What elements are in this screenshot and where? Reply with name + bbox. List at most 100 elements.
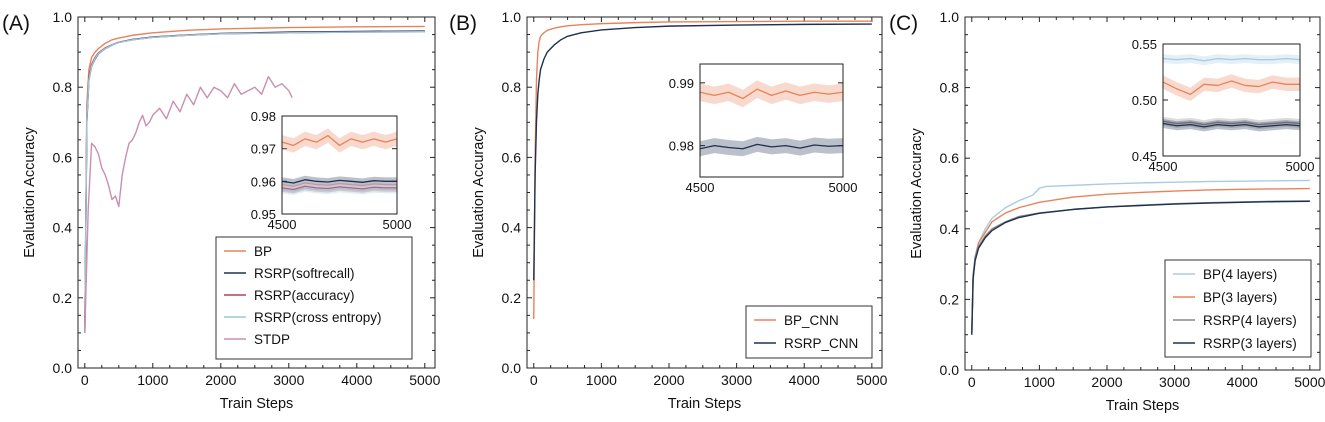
y-tick-label: 0.8 (940, 80, 960, 96)
x-tick-label: 1000 (586, 372, 617, 388)
y-tick-label: 0.8 (502, 79, 522, 95)
y-tick-label: 0.0 (502, 360, 522, 376)
inset-band-BP(3 layers) (1163, 74, 1300, 102)
x-tick-label: 2000 (653, 372, 684, 388)
series-line-RSRP_CNN (533, 23, 872, 281)
x-tick-label: 3000 (1159, 374, 1190, 390)
x-tick-label: 4000 (1227, 374, 1258, 390)
legend-box (215, 236, 413, 360)
inset-axes: 4500 5000 0.45 0.50 0.55 (1132, 37, 1315, 174)
x-axis-label: Train Steps (668, 396, 742, 412)
y-tick-label: 0.4 (502, 220, 522, 236)
inset-y-tick-label: 0.97 (251, 142, 276, 157)
inset-band-RSRP(softrecall) (282, 175, 397, 187)
series-line-RSRP(3 layers) (971, 200, 1310, 335)
legend: BP(4 layers) BP(3 layers) RSRP(4 layers) RS… (1164, 259, 1312, 358)
x-tick-label: 3000 (721, 372, 752, 388)
inset-series-line-BP_CNN (700, 88, 843, 100)
legend-label: BP (254, 244, 272, 259)
legend: BP_CNN RSRP_CNN (745, 305, 873, 359)
series-line-BP_CNN (533, 20, 872, 319)
inset-band-RSRP(cross entropy) (282, 183, 397, 196)
inset-y-tick-label: 0.55 (1132, 37, 1157, 52)
x-tick-label: 1000 (1024, 374, 1055, 390)
inset-series-line-RSRP(softrecall) (282, 179, 397, 184)
legend-label: BP(3 layers) (1203, 290, 1277, 305)
y-tick-label: 1.0 (502, 9, 522, 25)
inset-y-tick-label: 0.99 (669, 76, 694, 91)
y-tick-label: 0.0 (53, 360, 73, 376)
panel-label: (A) (2, 12, 30, 35)
y-axis-label: Evaluation Accuracy (909, 127, 925, 258)
panel-a: (A) 0 1000 2000 3000 4000 5000 0.0 0.2 0.4 0.6 0.8 1… (2, 9, 441, 412)
y-tick-label: 0.6 (53, 149, 73, 165)
legend-box (745, 305, 873, 359)
inset-band-BP_CNN (700, 80, 843, 108)
inset-axes: 4500 5000 0.95 0.96 0.97 0.98 (251, 109, 412, 232)
x-tick-label: 5000 (856, 372, 887, 388)
inset-x-tick-label: 4500 (268, 217, 297, 232)
legend-label: BP(4 layers) (1203, 267, 1277, 282)
inset-background (1163, 44, 1300, 156)
legend-box (1164, 259, 1312, 358)
x-axis-label: Train Steps (1106, 398, 1180, 414)
series-line-STDP (84, 75, 293, 333)
inset-x-tick-label: 4500 (1149, 159, 1178, 174)
y-tick-label: 1.0 (53, 9, 73, 25)
inset-series-line-RSRP(accuracy) (282, 185, 397, 191)
x-tick-label: 2000 (1091, 374, 1122, 390)
y-axis-label: Evaluation Accuracy (22, 126, 38, 257)
panel-label: (C) (889, 12, 918, 35)
y-tick-label: 0.4 (53, 220, 73, 236)
inset-series-line-BP(4 layers) (1163, 57, 1300, 62)
x-tick-label: 4000 (789, 372, 820, 388)
x-tick-label: 1000 (137, 372, 168, 388)
x-tick-label: 5000 (1294, 374, 1325, 390)
series-line-RSRP(cross entropy) (84, 31, 425, 333)
x-tick-label: 2000 (205, 372, 236, 388)
legend-label: RSRP(3 layers) (1203, 336, 1297, 351)
legend-label: RSRP(4 layers) (1203, 313, 1297, 328)
y-tick-label: 1.0 (940, 9, 960, 25)
y-tick-label: 0.0 (940, 362, 960, 378)
inset-x-tick-label: 5000 (829, 180, 858, 195)
legend-label: BP_CNN (784, 313, 839, 328)
series-line-BP (84, 25, 425, 333)
series-line-BP(3 layers) (971, 187, 1310, 335)
inset-band-RSRP(accuracy) (282, 182, 397, 194)
x-tick-label: 0 (81, 372, 89, 388)
legend: BP RSRP(softrecall) RSRP(accuracy) RSRP(cro… (215, 236, 413, 360)
y-tick-label: 0.6 (940, 150, 960, 166)
inset-y-tick-label: 0.45 (1132, 149, 1157, 164)
panel-label: (B) (449, 12, 477, 35)
legend-label: RSRP(cross entropy) (254, 310, 382, 325)
inset-background (282, 116, 397, 214)
inset-axes: 4500 5000 0.98 0.99 (669, 63, 858, 195)
y-tick-label: 0.2 (53, 290, 73, 306)
y-tick-label: 0.6 (502, 149, 522, 165)
inset-x-tick-label: 5000 (383, 217, 412, 232)
inset-y-tick-label: 0.98 (251, 109, 276, 124)
legend-label: STDP (254, 332, 290, 347)
inset-y-tick-label: 0.50 (1132, 93, 1157, 108)
legend-label: RSRP_CNN (784, 336, 858, 351)
inset-x-tick-label: 4500 (686, 180, 715, 195)
inset-series-line-BP(3 layers) (1163, 80, 1300, 96)
legend-label: RSRP(softrecall) (254, 266, 355, 281)
x-tick-label: 0 (968, 374, 976, 390)
inset-series-line-RSRP(3 layers) (1163, 122, 1300, 128)
inset-band-BP (282, 128, 397, 153)
inset-series-line-RSRP(4 layers) (1163, 120, 1300, 126)
inset-frame (1162, 43, 1301, 157)
inset-y-tick-label: 0.95 (251, 207, 276, 222)
x-tick-label: 0 (530, 372, 538, 388)
legend-label: RSRP(accuracy) (254, 288, 355, 303)
x-tick-label: 5000 (409, 372, 440, 388)
y-tick-label: 0.4 (940, 221, 960, 237)
y-tick-label: 0.8 (53, 79, 73, 95)
inset-y-tick-label: 0.96 (251, 174, 276, 189)
x-tick-label: 3000 (273, 372, 304, 388)
inset-background (700, 64, 843, 177)
y-tick-label: 0.2 (940, 291, 960, 307)
